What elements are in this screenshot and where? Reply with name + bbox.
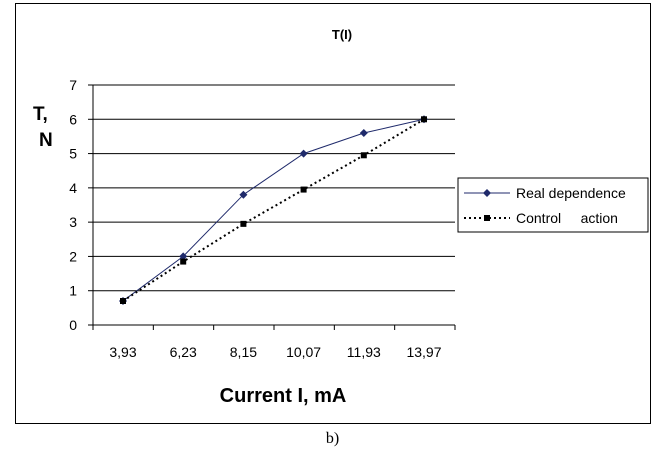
y-tick-label-0: 0: [69, 317, 77, 333]
data-point-s1-4: [360, 152, 367, 159]
figure-caption: b): [325, 430, 340, 447]
legend-label-control: Control action: [516, 210, 618, 226]
x-axis-label: Current I, mA: [220, 385, 347, 407]
legend-label-real: Real dependence: [516, 185, 626, 201]
series-line-1: [122, 118, 425, 302]
y-tick-label-1: 1: [69, 283, 77, 299]
data-point-s1-1: [180, 258, 187, 265]
y-tick-label-5: 5: [69, 146, 77, 162]
x-tick-label-0: 3,93: [109, 344, 136, 360]
x-tick-labels: 3,93 6,23 8,15 10,07 11,93 13,97: [92, 325, 456, 360]
data-point-s1-3: [300, 186, 307, 193]
legend: Real dependence Control action: [457, 177, 649, 233]
y-tick-label-7: 7: [69, 77, 77, 93]
legend-swatch-real-marker: [483, 189, 491, 197]
data-point-s0-4: [359, 129, 368, 137]
x-tick-label-1: 6,23: [170, 344, 197, 360]
y-axis-label-line1: T,: [33, 104, 48, 125]
series-line-0: [122, 118, 425, 302]
plot-area: 0 1 2 3 4 5 6 7 3,93 6,23 8,15 10,07 11,93 13,97: [69, 77, 456, 360]
data-point-s1-2: [240, 220, 247, 227]
x-tick-label-3: 10,07: [286, 344, 321, 360]
legend-box: [457, 177, 649, 233]
data-point-s0-1: [179, 252, 188, 261]
y-tick-label-6: 6: [69, 111, 77, 127]
chart-title: T(I): [332, 27, 352, 42]
data-point-s1-5: [421, 116, 427, 123]
series-layer: [119, 115, 428, 305]
y-tick-labels: 0 1 2 3 4 5 6 7: [69, 77, 93, 333]
x-tick-label-2: 8,15: [230, 344, 257, 360]
data-point-s1-0: [120, 298, 126, 304]
y-tick-label-2: 2: [69, 248, 77, 264]
data-point-s0-3: [299, 149, 308, 158]
y-tick-label-3: 3: [69, 214, 77, 230]
legend-swatch-control-marker: [484, 215, 490, 221]
y-axis-label-line2: N: [39, 130, 53, 151]
y-tick-label-4: 4: [69, 180, 77, 196]
x-tick-label-4: 11,93: [347, 344, 381, 360]
gridlines: [93, 84, 455, 292]
data-point-s0-2: [239, 190, 248, 199]
x-tick-label-5: 13,97: [406, 344, 441, 360]
